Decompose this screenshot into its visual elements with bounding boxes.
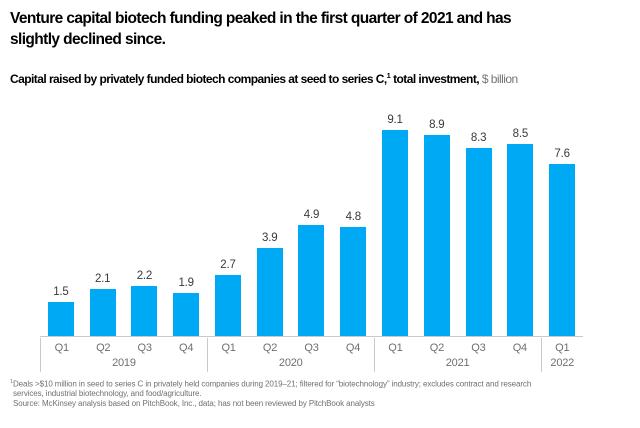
bar-value-label: 2.7 xyxy=(220,258,236,271)
subtitle-bold-text-2: total investment, xyxy=(390,72,480,86)
axis-group-2021: Q1 Q2 Q3 Q4 2021 xyxy=(373,338,541,372)
bar-cell-2019-Q2: 2.1 xyxy=(82,131,124,336)
bar-value-label: 8.5 xyxy=(512,127,529,140)
quarter-label: Q2 xyxy=(262,342,278,354)
bar-value-label: 8.9 xyxy=(429,118,445,131)
bar-cell-2021-Q3: 8.3 xyxy=(458,131,500,336)
bar-2020-Q1 xyxy=(214,274,241,336)
bar-cell-2019-Q4: 1.9 xyxy=(165,131,207,336)
quarter-label-row: Q1 xyxy=(542,338,583,355)
footnote-note: 1Deals >$10 million in seed to series C … xyxy=(10,378,616,399)
bar-cell-2020-Q1: 2.7 xyxy=(207,131,249,336)
quarter-label: Q1 xyxy=(388,342,403,354)
plot-area: 1.5 2.1 2.2 1.9 2.7 3.9 4.9 4.8 9.1 8.9 8.3 8.5 7.6 xyxy=(40,114,583,337)
bar-2019-Q1 xyxy=(47,302,74,336)
bar-value-label: 2.2 xyxy=(136,270,153,283)
bar-value-label: 2.1 xyxy=(94,272,111,285)
bar-2019-Q3 xyxy=(131,286,158,336)
axis-group-2020: Q1 Q2 Q3 Q4 2020 xyxy=(206,338,374,372)
bar-value-label: 1.5 xyxy=(53,286,69,298)
subtitle-footnote-marker: 1 xyxy=(386,71,391,80)
bar-cell-2021-Q1: 9.1 xyxy=(374,114,416,336)
bar-2020-Q2 xyxy=(256,247,283,336)
quarter-label-row: Q1 Q2 Q3 Q4 xyxy=(375,338,541,355)
quarter-label: Q4 xyxy=(179,342,194,354)
quarter-label-row: Q1 Q2 Q3 Q4 xyxy=(41,338,207,355)
bar-cell-2020-Q4: 4.8 xyxy=(332,131,374,336)
x-axis: Q1 Q2 Q3 Q4 2019 Q1 Q2 Q3 Q4 2020 Q1 Q2 Q3 Q4 2021 Q1 20… xyxy=(40,338,583,372)
bar-value-label: 1.9 xyxy=(178,277,194,289)
bar-2021-Q4 xyxy=(507,143,534,336)
bar-cell-2021-Q2: 8.9 xyxy=(416,119,458,336)
axis-group-2019: Q1 Q2 Q3 Q4 2019 xyxy=(40,338,207,372)
bar-value-label: 8.3 xyxy=(470,132,487,145)
axis-group-2022: Q1 2022 xyxy=(540,338,583,372)
bar-value-label: 7.6 xyxy=(554,148,570,160)
bar-value-label: 4.9 xyxy=(303,209,320,222)
quarter-label: Q1 xyxy=(221,342,236,354)
quarter-label: Q3 xyxy=(304,342,319,354)
year-label-2022: 2022 xyxy=(550,357,575,369)
quarter-label: Q1 xyxy=(54,342,69,354)
quarter-label: Q1 xyxy=(555,342,570,354)
bar-2020-Q4 xyxy=(340,227,367,336)
year-label-2019: 2019 xyxy=(112,357,136,369)
year-label-2021: 2021 xyxy=(445,357,470,369)
quarter-label: Q2 xyxy=(429,342,445,354)
footnotes: 1Deals >$10 million in seed to series C … xyxy=(10,378,616,408)
plot-group-2019: 1.5 2.1 2.2 1.9 xyxy=(40,131,207,336)
quarter-label-row: Q1 Q2 Q3 Q4 xyxy=(208,338,374,355)
bar-value-label: 4.8 xyxy=(345,211,362,224)
chart-title: Venture capital biotech funding peaked i… xyxy=(10,10,512,48)
subtitle-unit: $ billion xyxy=(479,72,518,86)
quarter-label: Q3 xyxy=(471,342,486,354)
footnote-source: Source: McKinsey analysis based on Pitch… xyxy=(13,398,375,408)
bar-cell-2020-Q2: 3.9 xyxy=(249,131,291,336)
subtitle-bold-text: Capital raised by privately funded biote… xyxy=(10,72,387,86)
footnote-marker: 1 xyxy=(10,379,13,385)
quarter-label: Q2 xyxy=(96,342,111,354)
bar-2021-Q2 xyxy=(423,134,450,336)
plot-group-2021: 9.1 8.9 8.3 8.5 xyxy=(374,114,541,336)
quarter-label: Q4 xyxy=(345,342,361,354)
bar-2019-Q4 xyxy=(173,293,200,336)
bar-value-label: 3.9 xyxy=(262,231,278,244)
quarter-label: Q3 xyxy=(137,342,152,354)
bar-value-label: 9.1 xyxy=(387,114,403,126)
bar-2019-Q2 xyxy=(89,288,116,336)
plot-group-2020: 2.7 3.9 4.9 4.8 xyxy=(207,131,374,336)
bar-cell-2019-Q1: 1.5 xyxy=(40,131,82,336)
bar-2020-Q3 xyxy=(298,225,325,336)
bar-cell-2019-Q3: 2.2 xyxy=(124,131,166,336)
bar-2021-Q1 xyxy=(382,130,409,336)
year-label-2020: 2020 xyxy=(278,357,303,369)
bar-cell-2020-Q3: 4.9 xyxy=(291,131,333,336)
bar-cell-2021-Q4: 8.5 xyxy=(499,128,541,336)
bar-2022-Q1 xyxy=(549,164,576,336)
footnote-note-text: Deals >$10 million in seed to series C i… xyxy=(12,379,532,399)
bar-2021-Q3 xyxy=(465,148,492,336)
plot-group-2022: 7.6 xyxy=(541,131,583,336)
bar-cell-2022-Q1: 7.6 xyxy=(541,131,583,336)
quarter-label: Q4 xyxy=(512,342,527,354)
chart-subtitle: Capital raised by privately funded biote… xyxy=(10,71,635,86)
